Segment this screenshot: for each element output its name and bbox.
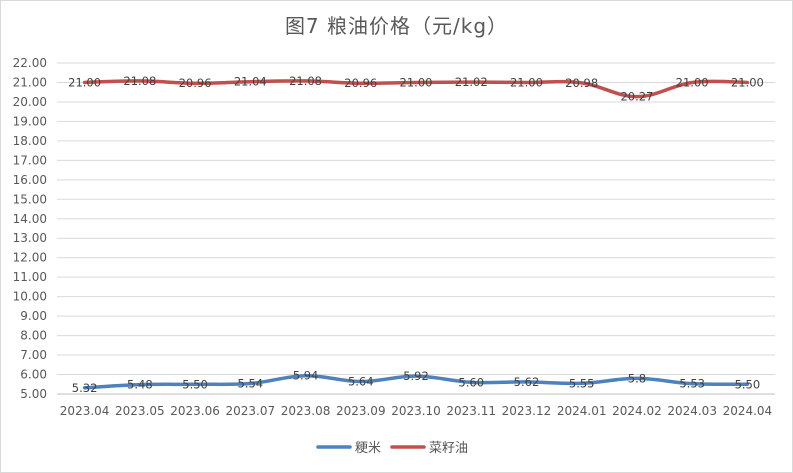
y-tick-label: 10.00 [13,290,47,304]
data-label: 5.48 [127,378,153,392]
y-tick-label: 14.00 [13,212,47,226]
data-label: 20.96 [179,76,212,90]
y-tick-label: 16.00 [13,173,47,187]
y-tick-label: 12.00 [13,251,47,265]
y-tick-label: 15.00 [13,192,47,206]
y-tick-label: 6.00 [20,368,47,382]
data-label: 5.54 [238,376,264,390]
data-label: 21.02 [455,75,488,89]
data-label: 21.08 [123,74,156,88]
gridlines [57,62,775,395]
y-tick-label: 5.00 [20,387,47,401]
y-tick-label: 9.00 [20,309,47,323]
x-tick-label: 2023.07 [225,404,275,418]
data-label: 21.00 [731,75,764,89]
x-tick-label: 2023.12 [502,404,552,418]
series-line-rice [82,373,750,390]
y-tick-label: 21.00 [13,75,47,89]
data-label: 5.53 [679,377,705,391]
x-tick-label: 2023.05 [115,404,165,418]
legend-label: 粳米 [355,441,381,456]
data-label: 21.00 [676,75,709,89]
legend-label: 菜籽油 [429,441,468,456]
data-label: 5.62 [514,375,540,389]
x-tick-label: 2024.01 [557,404,607,418]
data-label: 5.32 [72,381,98,395]
chart-title: 图7 粮油价格（元/kg） [284,14,509,38]
y-tick-label: 11.00 [13,270,47,284]
data-label: 5.64 [348,375,374,389]
y-tick-label: 7.00 [20,348,47,362]
y-tick-label: 18.00 [13,134,47,148]
data-label: 5.92 [403,369,429,383]
x-tick-label: 2023.10 [391,404,441,418]
y-tick-label: 8.00 [20,329,47,343]
legend: 粳米 菜籽油 [316,441,468,456]
x-tick-label: 2024.04 [723,404,773,418]
y-tick-label: 19.00 [13,114,47,128]
data-label: 20.96 [344,76,377,90]
data-label: 5.50 [735,377,761,391]
x-axis-ticks: 2023.04 2023.05 2023.06 2023.07 2023.08 2023.… [60,404,772,418]
x-tick-label: 2024.02 [612,404,662,418]
x-tick-label: 2023.09 [336,404,386,418]
data-label: 20.98 [565,76,598,90]
data-labels: 5.32 5.48 5.50 5.54 5.94 5.64 5.92 5.60 5.62 5.55… [68,74,764,395]
series-lines [82,79,750,390]
data-label: 21.04 [234,75,267,89]
x-tick-label: 2024.03 [667,404,717,418]
x-tick-label: 2023.04 [60,404,110,418]
y-tick-label: 22.00 [13,56,47,70]
y-tick-label: 13.00 [13,231,47,245]
data-label: 5.50 [182,377,208,391]
y-tick-label: 20.00 [13,95,47,109]
data-label: 5.60 [458,375,484,389]
data-label: 5.94 [293,369,319,383]
data-label: 20.27 [620,90,653,104]
x-tick-label: 2023.06 [170,404,220,418]
data-label: 5.8 [628,371,646,385]
x-tick-label: 2023.11 [446,404,496,418]
data-label: 21.00 [68,75,101,89]
series-line-oil [82,79,750,99]
data-label: 21.00 [510,75,543,89]
data-label: 21.00 [400,75,433,89]
data-label: 5.55 [569,376,595,390]
y-axis-ticks: 5.00 6.00 7.00 8.00 9.00 10.00 11.00 12.00 13.00… [13,56,47,401]
x-tick-label: 2023.08 [281,404,331,418]
y-tick-label: 17.00 [13,153,47,167]
data-label: 21.08 [289,74,322,88]
